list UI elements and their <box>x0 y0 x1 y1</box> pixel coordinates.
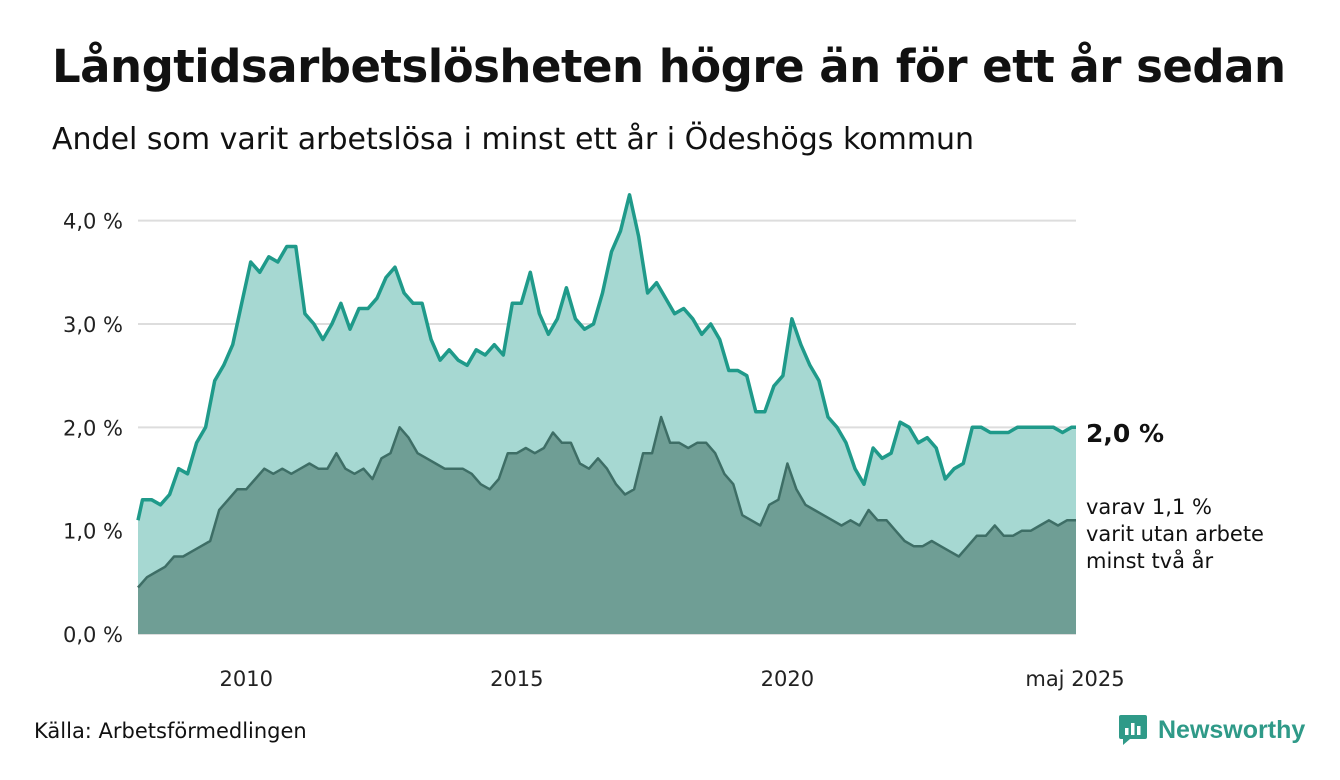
x-tick-label-1: 2015 <box>490 667 543 691</box>
chart-subtitle: Andel som varit arbetslösa i minst ett å… <box>52 122 975 157</box>
longterm-end-label: varav 1,1 % varit utan arbete minst två år <box>1086 495 1264 573</box>
area-chart: 0,0 % 1,0 % 2,0 % 3,0 % 4,0 % 2010 2015 2020 ma… <box>63 193 1264 691</box>
y-tick-label-4: 4,0 % <box>63 210 123 234</box>
x-axis-ticks: 2010 2015 2020 maj 2025 <box>220 667 1125 691</box>
y-tick-label-1: 1,0 % <box>63 520 123 544</box>
longterm-end-label-line-0: varav 1,1 % <box>1086 495 1212 519</box>
brand-name: Newsworthy <box>1158 715 1306 744</box>
y-axis-ticks: 0,0 % 1,0 % 2,0 % 3,0 % 4,0 % <box>63 210 123 647</box>
y-tick-label-2: 2,0 % <box>63 416 123 440</box>
x-tick-label-0: 2010 <box>220 667 273 691</box>
longterm-series-area <box>138 417 1076 634</box>
newsworthy-logo-icon <box>1119 715 1147 745</box>
x-tick-label-2: 2020 <box>761 667 814 691</box>
brand: Newsworthy <box>1118 713 1305 747</box>
end-labels: 2,0 % varav 1,1 % varit utan arbete minst t… <box>1086 419 1264 573</box>
y-tick-label-0: 0,0 % <box>63 623 123 647</box>
y-tick-label-3: 3,0 % <box>63 313 123 337</box>
longterm-end-label-line-2: minst två år <box>1086 548 1214 573</box>
source-note: Källa: Arbetsförmedlingen <box>34 719 307 743</box>
longterm-end-label-line-1: varit utan arbete <box>1086 522 1264 546</box>
chart-title: Långtidsarbetslösheten högre än för ett … <box>52 40 1286 93</box>
longterm-series-line <box>137 415 1076 589</box>
total-series-line <box>136 193 1076 521</box>
total-end-label: 2,0 % <box>1086 419 1164 448</box>
x-tick-label-3: maj 2025 <box>1025 667 1124 691</box>
series-lines <box>136 193 1076 589</box>
